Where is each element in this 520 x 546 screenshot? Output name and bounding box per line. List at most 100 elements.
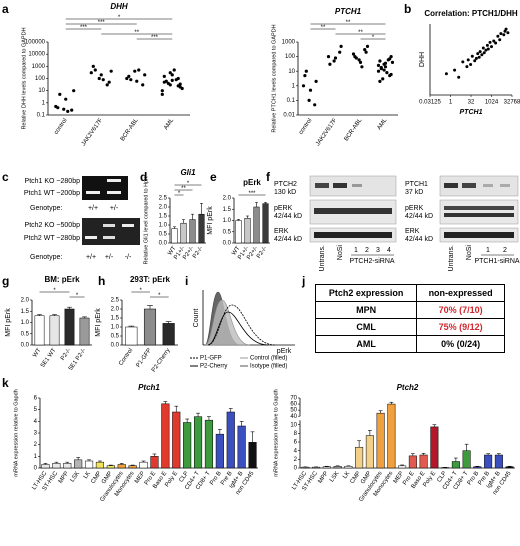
point [476, 52, 480, 56]
point [174, 78, 178, 82]
genotype-label: Genotype: [30, 205, 62, 212]
point [180, 86, 184, 91]
bar [344, 466, 353, 469]
point [470, 54, 474, 58]
point [379, 65, 383, 70]
y-tick-label: 1.0 [111, 325, 120, 331]
blot [439, 199, 519, 225]
point [89, 71, 93, 75]
chart-title: PTCH1 [335, 7, 362, 16]
panel-letter: f [266, 170, 271, 184]
bar [64, 308, 75, 346]
significance-label: * [178, 191, 181, 197]
bar [74, 459, 83, 469]
point [469, 63, 473, 67]
significance-label: *** [98, 20, 106, 26]
point [365, 44, 370, 48]
point [93, 68, 97, 72]
table: Ptch2 expression non-expressed MPN 70% (7… [314, 284, 505, 353]
gel-label: Ptch2 KO ~500bp [25, 222, 81, 229]
point [499, 32, 503, 36]
y-tick-label: 1 [34, 454, 38, 460]
x-tick-label: P2-/- [256, 246, 268, 260]
point [303, 73, 307, 78]
bar [215, 433, 224, 469]
point [137, 68, 141, 72]
bar [387, 403, 396, 469]
blot-protein: ERK [274, 228, 289, 235]
blot-size: 42/44 kD [274, 236, 302, 243]
point [496, 34, 500, 38]
significance-label: ** [134, 30, 139, 36]
legend-label: P1-GFP [200, 356, 222, 362]
bar [34, 315, 45, 346]
x-tick-label: WT [167, 245, 177, 256]
significance-label: *** [151, 35, 159, 41]
gel [82, 176, 128, 200]
point [376, 63, 381, 67]
point [72, 89, 76, 93]
point [444, 72, 448, 76]
gel-band [122, 224, 134, 227]
bar [198, 213, 205, 244]
point [58, 92, 62, 96]
gel-band [103, 224, 115, 227]
header-cell: Ptch2 expression [314, 284, 418, 302]
x-tick-label: control [298, 118, 313, 136]
y-tick-label: 1.0 [223, 218, 232, 224]
y-tick-label: 5 [34, 407, 38, 413]
y-tick-label: 1000 [282, 40, 296, 46]
cell: 75% (9/12) [416, 318, 505, 336]
bar [312, 466, 321, 469]
table-header: Ptch2 expression non-expressed [314, 284, 505, 302]
point [313, 103, 317, 107]
blot-band [314, 208, 392, 214]
y-tick-label: 1.5 [111, 316, 120, 322]
point [357, 58, 361, 62]
point [141, 83, 145, 87]
bar [162, 323, 175, 346]
blot-size: 42/44 kD [405, 236, 433, 243]
blot-band [314, 232, 392, 238]
x-tick-label: MPP [317, 471, 329, 485]
point [338, 50, 342, 54]
point [498, 38, 502, 42]
significance-label: * [187, 181, 190, 187]
point [506, 31, 510, 35]
significance-label: * [76, 293, 79, 299]
y-tick-label: 100000 [25, 40, 46, 46]
y-tick-label: 1000 [32, 64, 46, 70]
significance-label: ** [358, 30, 363, 36]
bar [235, 220, 242, 244]
significance-label: * [372, 35, 375, 41]
y-tick-label: 0 [294, 466, 298, 472]
y-tick-label: 2.0 [159, 205, 168, 211]
blot-band [315, 183, 329, 188]
lane-label: Untrans. [319, 245, 326, 272]
y-tick-label: 2.5 [159, 196, 168, 202]
blot-size: 130 kD [274, 189, 296, 196]
genotype-label: Genotype: [30, 254, 62, 261]
blot-band [444, 232, 514, 238]
y-tick-label: 1 [42, 100, 46, 106]
significance-label: *** [248, 191, 256, 197]
significance-label: * [118, 15, 121, 21]
point [480, 53, 484, 57]
bar [180, 222, 187, 244]
point [364, 50, 368, 54]
panel-letter: h [98, 274, 105, 288]
bar [462, 450, 471, 469]
bar [430, 426, 439, 469]
point [390, 60, 395, 65]
point [474, 56, 478, 60]
point [502, 33, 506, 37]
blot-size: 37 kD [405, 189, 423, 196]
x-tick-label: LSK [329, 471, 340, 484]
bar [117, 464, 126, 469]
point [160, 89, 164, 93]
y-tick-label: 6 [294, 440, 298, 446]
x-tick-label: LSK [70, 471, 81, 484]
y-axis-label: MFI pErk [207, 206, 214, 235]
y-tick-label: 0.5 [111, 334, 120, 340]
